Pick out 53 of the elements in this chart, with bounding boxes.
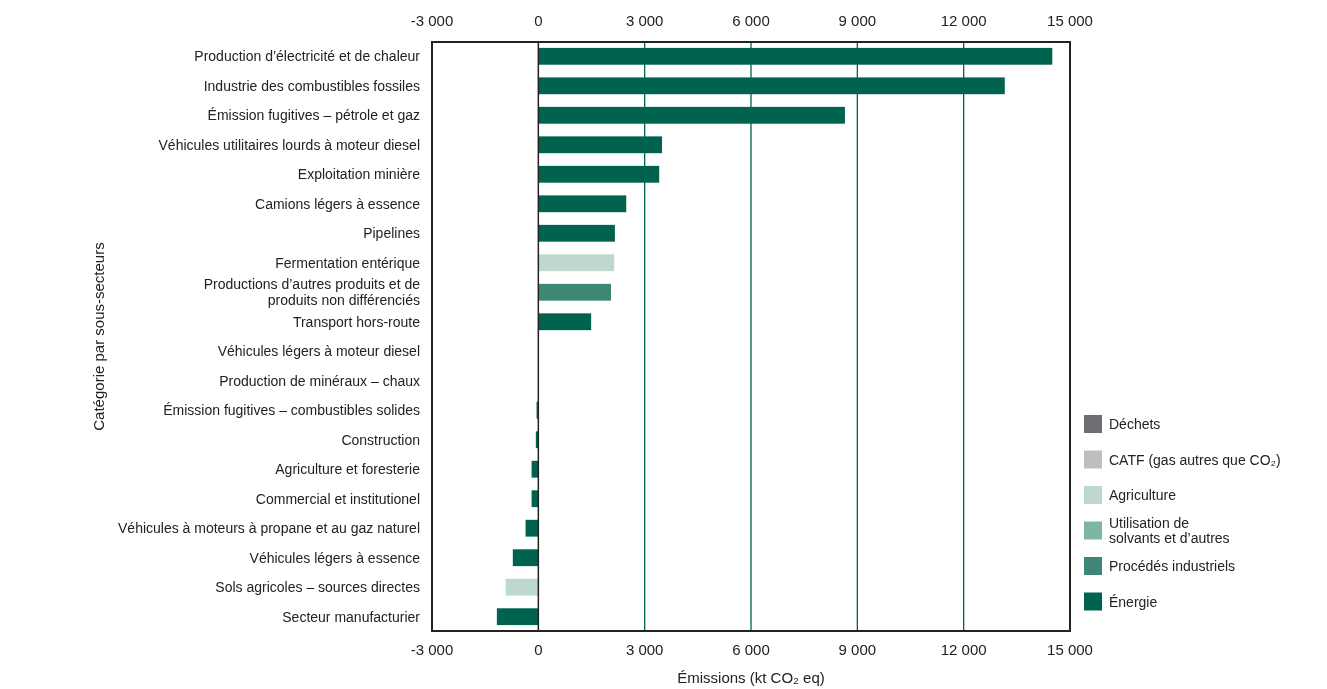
x2-tick-label: 9 000: [838, 12, 877, 29]
legend-label: Agriculture: [1109, 487, 1177, 503]
x2-tick-label: 15 000: [1047, 12, 1093, 29]
y-tick-label: Véhicules utilitaires lourds à moteur diesel: [158, 136, 420, 153]
x2-tick-label: 6 000: [732, 12, 770, 29]
bar: [496, 608, 539, 626]
x2-tick-label: 12 000: [940, 12, 987, 29]
y-tick-label: Véhicules légers à essence: [249, 549, 421, 566]
y-tick-label: Production d’électricité et de chaleur: [194, 48, 421, 65]
legend-label: Déchets: [1109, 416, 1161, 432]
y-tick-label: Transport hors-route: [292, 313, 421, 330]
y-tick-label: Production de minéraux – chaux: [219, 372, 420, 389]
bar: [538, 224, 615, 242]
x2-tick-label: 0: [534, 12, 543, 29]
x-tick-label: 3 000: [625, 641, 664, 658]
x-axis-title: Émissions (kt CO₂ eq): [677, 669, 825, 686]
y-tick-label: Commercial et institutionel: [255, 490, 420, 507]
y-tick-label: Sols agricoles – sources directes: [215, 579, 420, 596]
y-tick-label: Émission fugitives – combustibles solides: [163, 402, 420, 419]
y-tick-label: Véhicules légers à moteur diesel: [217, 343, 420, 360]
bar: [531, 460, 539, 478]
bar: [525, 519, 539, 537]
x2-tick-label: -3 000: [410, 12, 454, 29]
y-tick-label: Fermentation entérique: [275, 254, 421, 271]
legend-label: CATF (gas autres que CO₂): [1109, 451, 1281, 468]
x-tick-label: 6 000: [732, 641, 770, 658]
bar: [538, 195, 627, 213]
y-tick-label: Agriculture et foresterie: [275, 461, 421, 478]
y-tick-label: Véhicules à moteurs à propane et au gaz naturel: [118, 520, 420, 537]
bar: [531, 490, 539, 508]
bar: [538, 254, 615, 272]
x-tick-label: 15 000: [1047, 641, 1093, 658]
y-tick-label: Industrie des combustibles fossiles: [203, 77, 420, 94]
bar: [505, 578, 539, 596]
legend-label: Énergie: [1109, 593, 1158, 610]
legend-label: Utilisation de solvants et d’autres: [1109, 515, 1230, 546]
y-tick-label: Productions d’autres produits et de produits non différenciés: [203, 276, 421, 309]
x2-tick-label: 3 000: [625, 12, 664, 29]
bar: [512, 549, 539, 567]
x-tick-label: 9 000: [838, 641, 877, 658]
y-tick-label: Camions légers à essence: [255, 195, 421, 212]
bar: [538, 313, 592, 331]
bar: [538, 283, 611, 301]
legend-label: Procédés industriels: [1109, 558, 1236, 574]
y-axis-title: Catégorie par sous-secteurs: [90, 242, 107, 431]
x-tick-label: 0: [534, 641, 543, 658]
y-tick-label: Secteur manufacturier: [282, 608, 421, 625]
y-tick-label: Émission fugitives – pétrole et gaz: [207, 107, 420, 124]
y-tick-label: Pipelines: [363, 225, 420, 242]
x-tick-label: 12 000: [940, 641, 987, 658]
y-tick-label: Exploitation minière: [297, 166, 421, 183]
x-tick-label: -3 000: [410, 641, 454, 658]
y-tick-label: Construction: [341, 431, 420, 448]
